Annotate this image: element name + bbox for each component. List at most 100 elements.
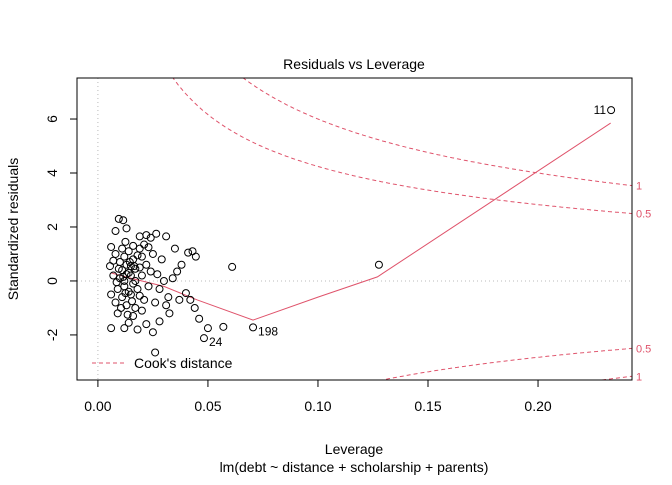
point (111, 298, 120, 307)
y-tick-label: -2 (44, 328, 60, 341)
point (121, 289, 130, 298)
point (157, 255, 166, 264)
point (114, 214, 123, 223)
point (142, 320, 151, 329)
y-axis-label: Standardized residuals (5, 158, 21, 300)
point (113, 285, 122, 294)
point (175, 295, 184, 304)
point (118, 244, 127, 253)
point (146, 233, 155, 242)
cook-level-label: 1 (636, 181, 642, 193)
subtitle: lm(debt ~ distance + scholarship + paren… (220, 459, 489, 475)
point (203, 324, 212, 333)
point (122, 224, 131, 233)
x-tick-label: 0.05 (194, 398, 221, 414)
point (155, 285, 164, 294)
point (162, 232, 171, 241)
point (124, 318, 133, 327)
point (148, 249, 157, 258)
point (115, 258, 124, 267)
y-tick-label: 2 (44, 223, 60, 231)
cook-contour (242, 78, 632, 187)
point (131, 303, 140, 312)
point (184, 248, 193, 257)
point (119, 216, 128, 225)
point (152, 229, 161, 238)
point (135, 244, 144, 253)
point (129, 279, 138, 288)
point (199, 334, 208, 343)
y-tick-label: 4 (44, 169, 60, 177)
point (153, 270, 162, 279)
point (114, 264, 123, 273)
point (120, 324, 129, 333)
point (107, 290, 116, 299)
x-tick-label: 0.15 (414, 398, 441, 414)
point (120, 252, 129, 261)
point (190, 303, 199, 312)
point (129, 241, 138, 250)
chart-title: Residuals vs Leverage (283, 56, 425, 72)
point-label: 24 (209, 335, 223, 349)
y-tick-label: 0 (44, 277, 60, 285)
point (146, 267, 155, 276)
point (129, 312, 138, 321)
point (137, 252, 146, 261)
point (117, 303, 126, 312)
point (121, 237, 130, 246)
point (140, 295, 149, 304)
point (126, 262, 135, 271)
point (607, 106, 616, 115)
point (137, 306, 146, 315)
cook-contour (172, 78, 632, 214)
smooth-line (110, 122, 611, 321)
cook-level-label: 0.5 (636, 209, 651, 221)
point (128, 297, 137, 306)
point (151, 348, 160, 357)
point (165, 309, 174, 318)
point (144, 243, 153, 252)
cook-level-label: 1 (636, 371, 642, 383)
point (173, 267, 182, 276)
point (125, 258, 134, 267)
point (131, 276, 140, 285)
x-tick-label: 0.10 (304, 398, 331, 414)
point (374, 260, 383, 269)
point (162, 301, 171, 310)
y-tick-label: 6 (44, 115, 60, 123)
point (228, 262, 237, 271)
point (249, 323, 258, 332)
x-tick-label: 0.00 (84, 398, 111, 414)
point (109, 256, 118, 265)
point (126, 271, 135, 280)
point (111, 227, 120, 236)
x-tick-label: 0.20 (524, 398, 551, 414)
point (164, 293, 173, 302)
x-axis-label: Leverage (325, 441, 384, 457)
point (168, 274, 177, 283)
point (119, 272, 128, 281)
point (155, 317, 164, 326)
point (135, 232, 144, 241)
point (130, 262, 139, 271)
point (195, 314, 204, 323)
point (151, 298, 160, 307)
point (144, 282, 153, 291)
point (170, 244, 179, 253)
point (135, 291, 144, 300)
point (135, 263, 144, 272)
point (123, 310, 132, 319)
point (186, 295, 195, 304)
point (219, 322, 228, 331)
point (148, 328, 157, 337)
point (109, 271, 118, 280)
point (112, 278, 121, 287)
point (140, 240, 149, 249)
point (137, 271, 146, 280)
plot-frame (76, 77, 633, 381)
point (124, 247, 133, 256)
point (107, 242, 116, 251)
point (133, 325, 142, 334)
point-label: 198 (258, 324, 278, 338)
